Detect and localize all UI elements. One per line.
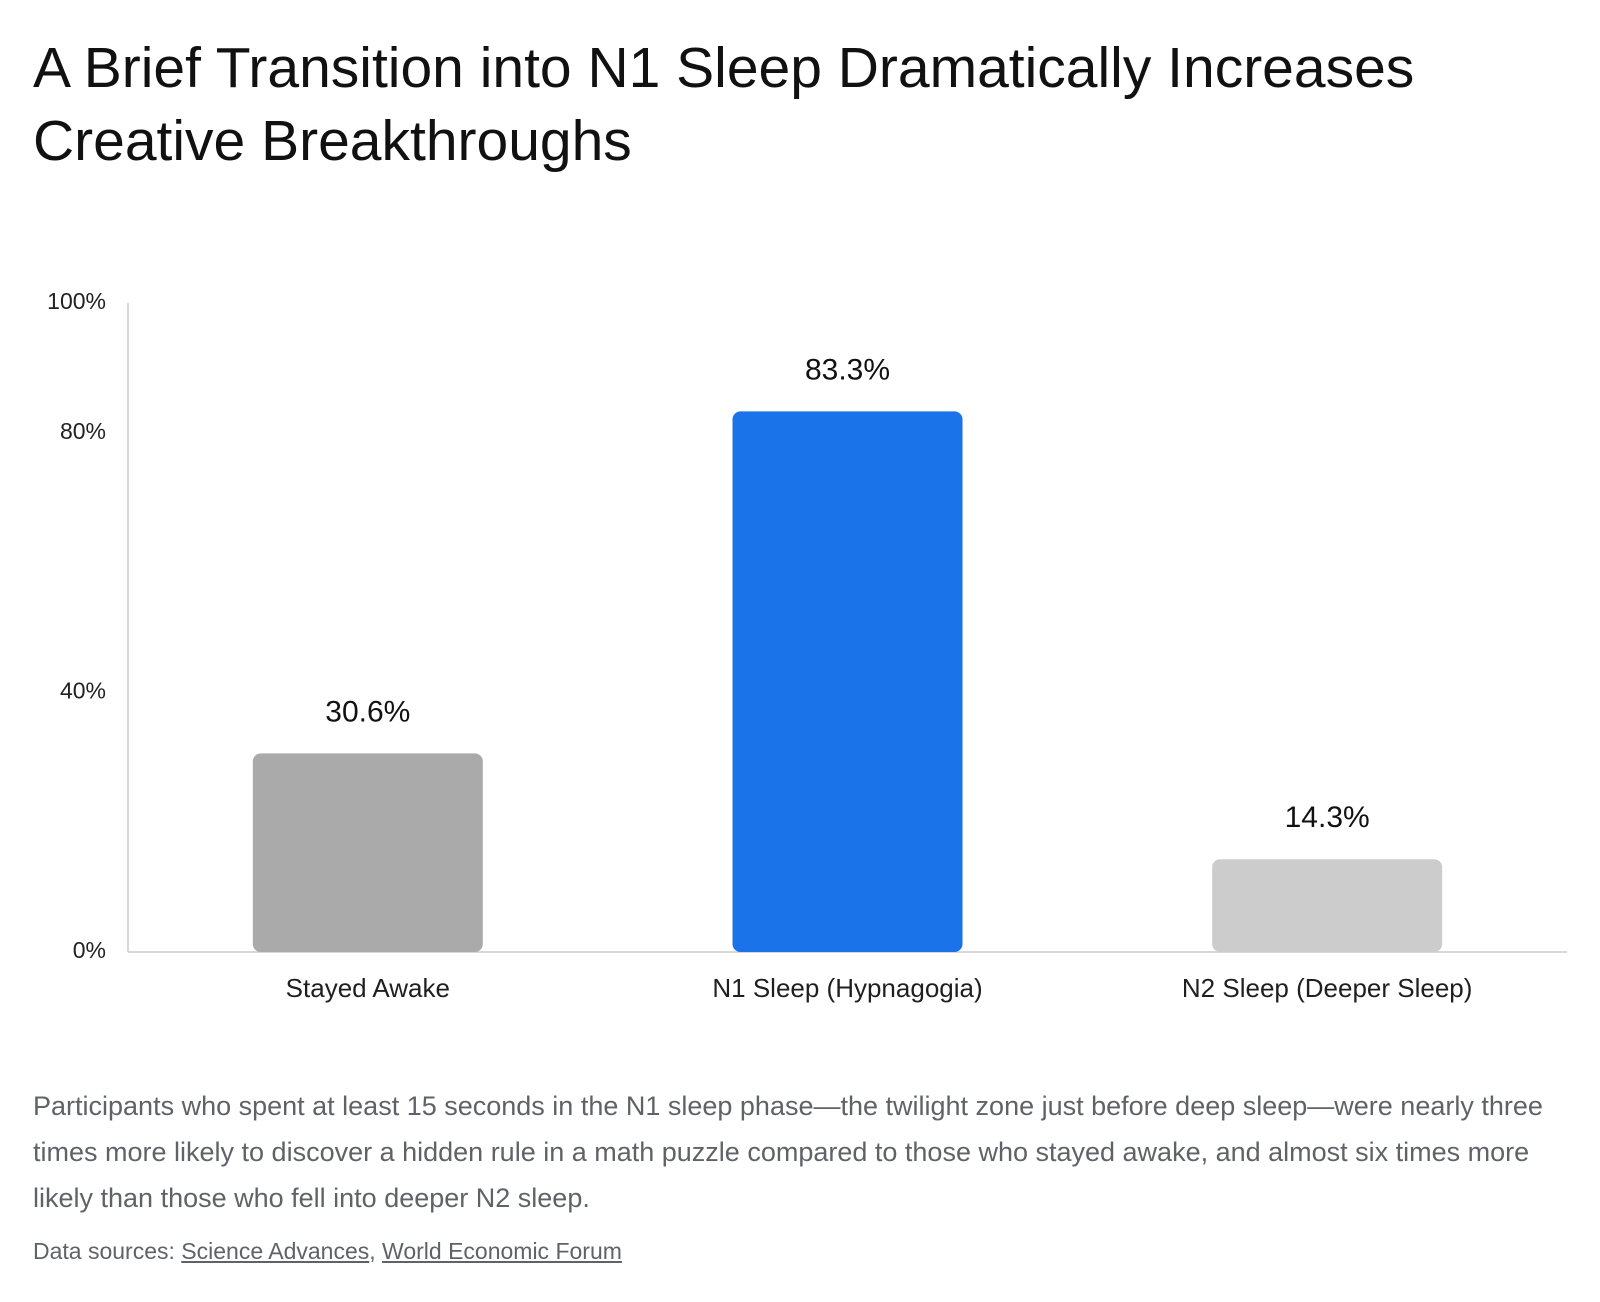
bar bbox=[732, 411, 963, 952]
chart: 0% 40% 80% 100% Stayed Awake 30.6% N1 Sleep (H… bbox=[47, 288, 1567, 1003]
bar bbox=[1212, 859, 1443, 952]
sources-label: Data sources: bbox=[33, 1238, 175, 1264]
caption: Participants who spent at least 15 secon… bbox=[33, 1091, 1543, 1213]
value-label: 14.3% bbox=[1285, 801, 1370, 834]
y-tick-label: 40% bbox=[60, 677, 106, 703]
value-label: 83.3% bbox=[805, 353, 890, 386]
y-tick-label: 80% bbox=[60, 418, 106, 444]
x-tick-label: N1 Sleep (Hypnagogia) bbox=[712, 973, 982, 1003]
x-tick-label: Stayed Awake bbox=[286, 973, 450, 1003]
value-label: 30.6% bbox=[325, 695, 410, 728]
source-link[interactable]: Science Advances bbox=[181, 1238, 375, 1264]
sources: Data sources: Science Advances World Eco… bbox=[33, 1238, 622, 1265]
chart-title: A Brief Transition into N1 Sleep Dramati… bbox=[33, 36, 1415, 173]
y-tick-label: 100% bbox=[47, 288, 106, 314]
source-link[interactable]: World Economic Forum bbox=[382, 1238, 622, 1264]
y-tick-label: 0% bbox=[73, 937, 106, 963]
x-tick-label: N2 Sleep (Deeper Sleep) bbox=[1182, 973, 1473, 1003]
bar bbox=[252, 753, 483, 952]
